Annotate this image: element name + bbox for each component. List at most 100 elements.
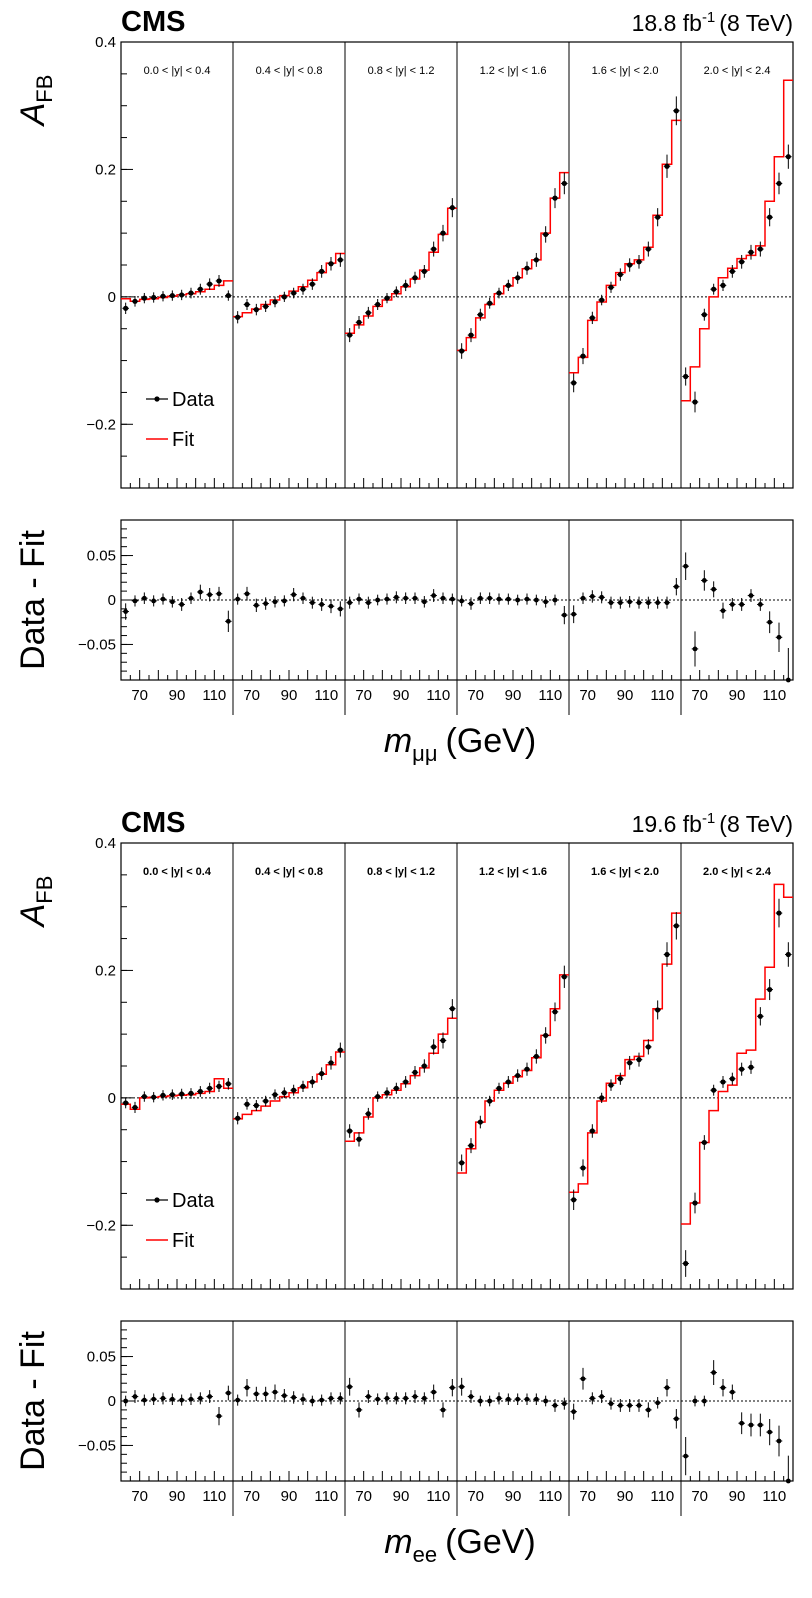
- data-point: [216, 278, 222, 284]
- ratio-point: [365, 1394, 371, 1399]
- experiment-label: CMS: [121, 6, 185, 38]
- data-point: [328, 1060, 334, 1066]
- data-point: [673, 108, 679, 114]
- rapidity-bin-label: 0.4 < |y| < 0.8: [256, 65, 323, 77]
- data-point: [384, 295, 390, 301]
- y-axis-label-ratio: Data - Fit: [14, 1331, 52, 1471]
- ratio-point: [533, 597, 539, 603]
- ratio-point: [253, 1391, 259, 1397]
- data-point: [608, 1082, 614, 1088]
- data-point: [515, 275, 521, 281]
- ratio-point: [645, 1407, 651, 1413]
- data-point: [468, 1143, 474, 1149]
- data-point: [617, 271, 623, 278]
- ratio-point: [636, 600, 642, 606]
- data-point: [169, 1092, 175, 1098]
- ratio-point: [207, 592, 213, 598]
- ratio-point: [253, 602, 259, 608]
- data-point: [337, 257, 343, 263]
- ratio-point: [655, 600, 661, 606]
- rapidity-bin-label: 2.0 < |y| < 2.4: [704, 65, 771, 77]
- ratio-point: [421, 599, 427, 605]
- legend: Data Fit: [146, 1190, 215, 1252]
- ratio-point: [123, 609, 129, 614]
- data-point: [347, 332, 353, 338]
- ratio-point: [729, 1389, 735, 1395]
- ratio-point: [515, 597, 521, 603]
- data-point: [309, 281, 315, 287]
- ratio-point: [207, 1394, 213, 1399]
- fit-step-line: [457, 171, 569, 352]
- ratio-point: [487, 595, 493, 601]
- data-point: [636, 259, 642, 265]
- ratio-point: [711, 586, 717, 592]
- ratio-point: [673, 1416, 679, 1422]
- ratio-y-tick-label: −0.05: [78, 1437, 116, 1454]
- data-point: [291, 290, 297, 296]
- rapidity-panel: 1.2 < |y| < 1.6 70 90 110: [457, 65, 569, 704]
- data-point: [524, 1066, 530, 1072]
- ratio-point: [431, 1389, 437, 1395]
- x-axis-label-symbol: m: [384, 722, 412, 760]
- data-point: [729, 1076, 735, 1082]
- legend-fit-label: Fit: [172, 429, 195, 451]
- ratio-point: [589, 1395, 595, 1401]
- data-point: [263, 1098, 269, 1104]
- rapidity-panel: 0.0 < |y| < 0.4 70 90 110: [121, 65, 233, 704]
- ratio-point: [477, 595, 483, 601]
- data-point: [617, 1076, 623, 1082]
- ratio-point: [627, 1403, 633, 1408]
- ratio-point: [543, 599, 549, 605]
- data-point: [421, 1063, 427, 1069]
- y-tick-label: 0.2: [95, 161, 116, 178]
- ratio-point: [599, 1394, 605, 1399]
- ratio-point: [608, 1401, 614, 1407]
- ratio-y-tick-label: 0: [108, 592, 116, 609]
- data-point: [692, 399, 698, 405]
- data-point: [188, 1090, 194, 1096]
- ratio-point: [580, 1376, 586, 1382]
- ratio-point: [309, 600, 315, 606]
- legend: Data Fit: [146, 389, 215, 451]
- x-tick-label: 110: [538, 1488, 562, 1505]
- data-point: [300, 286, 306, 292]
- data-point: [393, 289, 399, 295]
- data-point: [412, 1069, 418, 1075]
- x-axis-label-unit: (GeV): [445, 1523, 536, 1561]
- ratio-point: [375, 1396, 381, 1402]
- ratio-point: [487, 1398, 493, 1404]
- legend-data-label: Data: [172, 389, 215, 411]
- x-axis-label-symbol: m: [384, 1523, 412, 1561]
- data-point: [179, 1091, 185, 1097]
- data-point: [365, 310, 371, 316]
- data-point: [524, 265, 530, 271]
- x-tick-label: 90: [729, 687, 746, 704]
- ratio-point: [505, 1396, 511, 1402]
- data-point: [169, 292, 175, 299]
- y-axis-label-afb: AFB: [14, 876, 57, 929]
- data-point: [281, 294, 287, 300]
- data-point: [683, 1260, 689, 1267]
- y-tick-label: 0.4: [95, 835, 116, 852]
- rapidity-panel: 0.4 < |y| < 0.8 70 90 110: [233, 866, 345, 1505]
- ratio-point: [617, 600, 623, 606]
- x-tick-label: 110: [314, 687, 338, 704]
- fit-step-line: [345, 207, 457, 334]
- x-tick-label: 70: [355, 1488, 372, 1505]
- x-tick-label: 70: [243, 1488, 260, 1505]
- data-point: [645, 1044, 651, 1050]
- ratio-point: [571, 1409, 577, 1415]
- ratio-point: [272, 1389, 278, 1395]
- legend-data-marker: [154, 396, 160, 402]
- data-point: [767, 986, 773, 993]
- data-point: [477, 312, 483, 318]
- data-point: [356, 1136, 362, 1142]
- data-point: [599, 1095, 605, 1101]
- data-point: [421, 268, 427, 274]
- ratio-point: [739, 602, 745, 607]
- ratio-point: [188, 1396, 194, 1402]
- ratio-point: [440, 1407, 446, 1413]
- x-tick-label: 90: [617, 687, 634, 704]
- ratio-point: [496, 1395, 502, 1401]
- rapidity-panel: 0.4 < |y| < 0.8 70 90 110: [233, 65, 345, 704]
